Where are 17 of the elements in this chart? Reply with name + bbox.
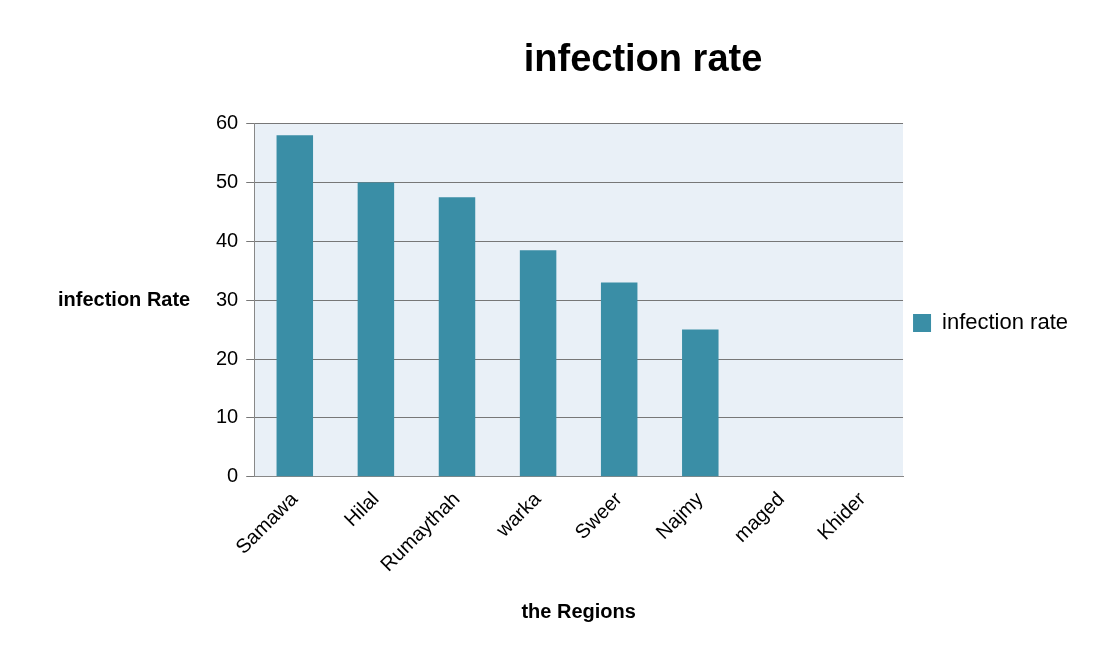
bar (276, 135, 314, 477)
bar (438, 197, 476, 477)
bar (600, 282, 638, 477)
y-tick-label: 40 (216, 228, 239, 251)
y-tick-label: 50 (216, 169, 239, 192)
bar (682, 329, 719, 477)
bar (357, 182, 395, 477)
y-tick-label: 0 (227, 464, 239, 487)
x-axis-title: the Regions (521, 599, 636, 622)
y-tick-label: 10 (216, 405, 239, 428)
y-tick-label: 20 (216, 346, 239, 369)
y-tick-label: 60 (216, 111, 239, 134)
legend-label: infection rate (942, 309, 1069, 335)
chart-title: infection rate (523, 37, 763, 80)
bar (519, 250, 557, 477)
y-tick-label: 30 (216, 287, 239, 310)
y-axis-title: infection Rate (58, 287, 191, 310)
